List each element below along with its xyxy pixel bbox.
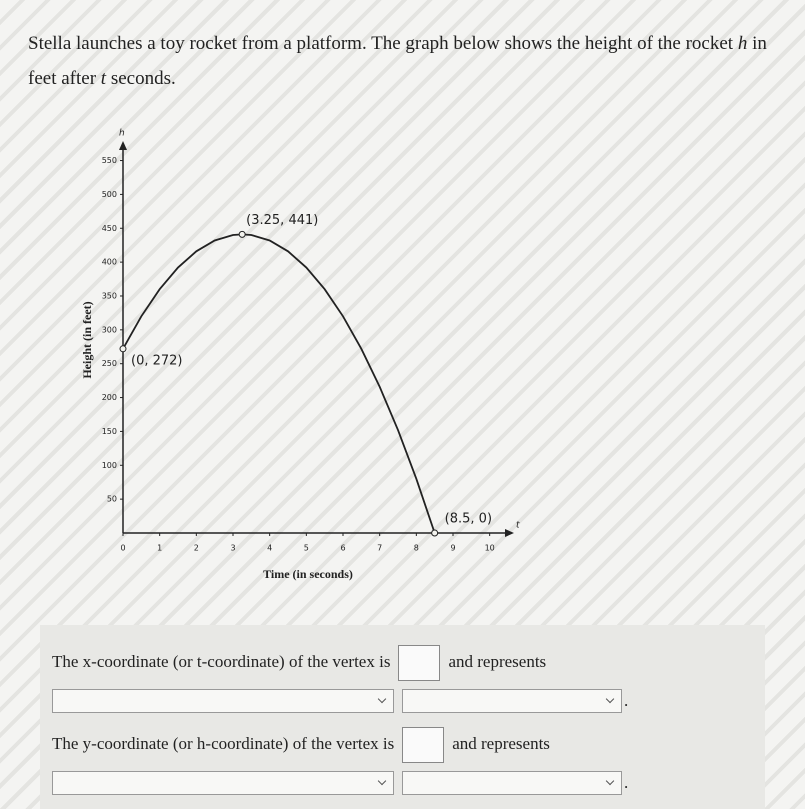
height-curve bbox=[122, 233, 436, 534]
punctuation: . bbox=[624, 773, 629, 792]
variable: t bbox=[100, 68, 107, 89]
y-arrow bbox=[119, 141, 127, 150]
point-label: (3.25, 441) bbox=[246, 213, 318, 228]
question: Stella launches a toy rocket from a plat… bbox=[28, 26, 788, 96]
dropdown[interactable] bbox=[402, 689, 622, 713]
y-tick-label: 150 bbox=[102, 427, 117, 436]
y-tick-label: 300 bbox=[102, 325, 117, 334]
prompt-text: and represents bbox=[448, 651, 547, 671]
question-row: The x-coordinate (or t-coordinate) of th… bbox=[52, 645, 546, 681]
x-tick-label: 2 bbox=[194, 544, 199, 553]
y-axis-letter: h bbox=[119, 129, 125, 139]
y-tick-label: 400 bbox=[102, 258, 117, 267]
prompt-text: The y-coordinate (or h-coordinate) of th… bbox=[52, 733, 395, 753]
question-text: seconds. bbox=[106, 68, 176, 89]
x-axis-title: Time (in seconds) bbox=[263, 567, 353, 581]
question-text: in feet after bbox=[28, 33, 767, 89]
x-tick-label: 4 bbox=[267, 544, 272, 553]
chart: t h 0 1 2 3 4 5 6 7 8 9 10 50 100 150 200 250 300 350 400 450… bbox=[80, 129, 520, 581]
key-point bbox=[119, 345, 127, 353]
x-tick-label: 10 bbox=[485, 544, 495, 553]
x-tick-label: 3 bbox=[230, 544, 235, 553]
answer-box[interactable] bbox=[398, 645, 441, 681]
x-tick-label: 9 bbox=[450, 544, 455, 553]
question-row: The y-coordinate (or h-coordinate) of th… bbox=[52, 727, 550, 763]
y-tick-label: 250 bbox=[102, 359, 117, 368]
y-tick-label: 550 bbox=[102, 156, 117, 165]
key-point bbox=[431, 529, 439, 537]
answer-panel: The x-coordinate (or t-coordinate) of th… bbox=[40, 625, 765, 809]
x-tick-label: 6 bbox=[340, 544, 345, 553]
y-tick-label: 100 bbox=[102, 461, 117, 470]
dropdown[interactable] bbox=[52, 771, 394, 795]
question-text: Stella launches a toy rocket from a plat… bbox=[28, 33, 738, 54]
variable: h bbox=[737, 33, 748, 54]
y-tick-label: 200 bbox=[102, 393, 117, 402]
y-tick-label: 450 bbox=[102, 224, 117, 233]
x-tick-label: 1 bbox=[157, 544, 162, 553]
x-tick-label: 0 bbox=[120, 544, 125, 553]
x-tick-label: 5 bbox=[304, 544, 309, 553]
x-tick-label: 7 bbox=[377, 544, 382, 553]
dropdown[interactable] bbox=[402, 771, 622, 795]
punctuation: . bbox=[624, 691, 629, 710]
point-label: (8.5, 0) bbox=[445, 512, 492, 527]
dropdown[interactable] bbox=[52, 689, 394, 713]
y-tick-label: 500 bbox=[102, 190, 117, 199]
prompt-text: The x-coordinate (or t-coordinate) of th… bbox=[52, 651, 391, 671]
key-point bbox=[238, 230, 246, 238]
y-axis-title: Height (in feet) bbox=[80, 301, 94, 378]
point-label: (0, 272) bbox=[131, 353, 183, 368]
x-tick-label: 8 bbox=[414, 544, 419, 553]
x-arrow bbox=[505, 529, 514, 537]
answer-box[interactable] bbox=[402, 727, 445, 763]
prompt-text: and represents bbox=[452, 733, 550, 753]
y-tick-label: 50 bbox=[107, 495, 117, 504]
y-tick-label: 350 bbox=[102, 291, 117, 300]
x-axis-letter: t bbox=[516, 521, 520, 531]
